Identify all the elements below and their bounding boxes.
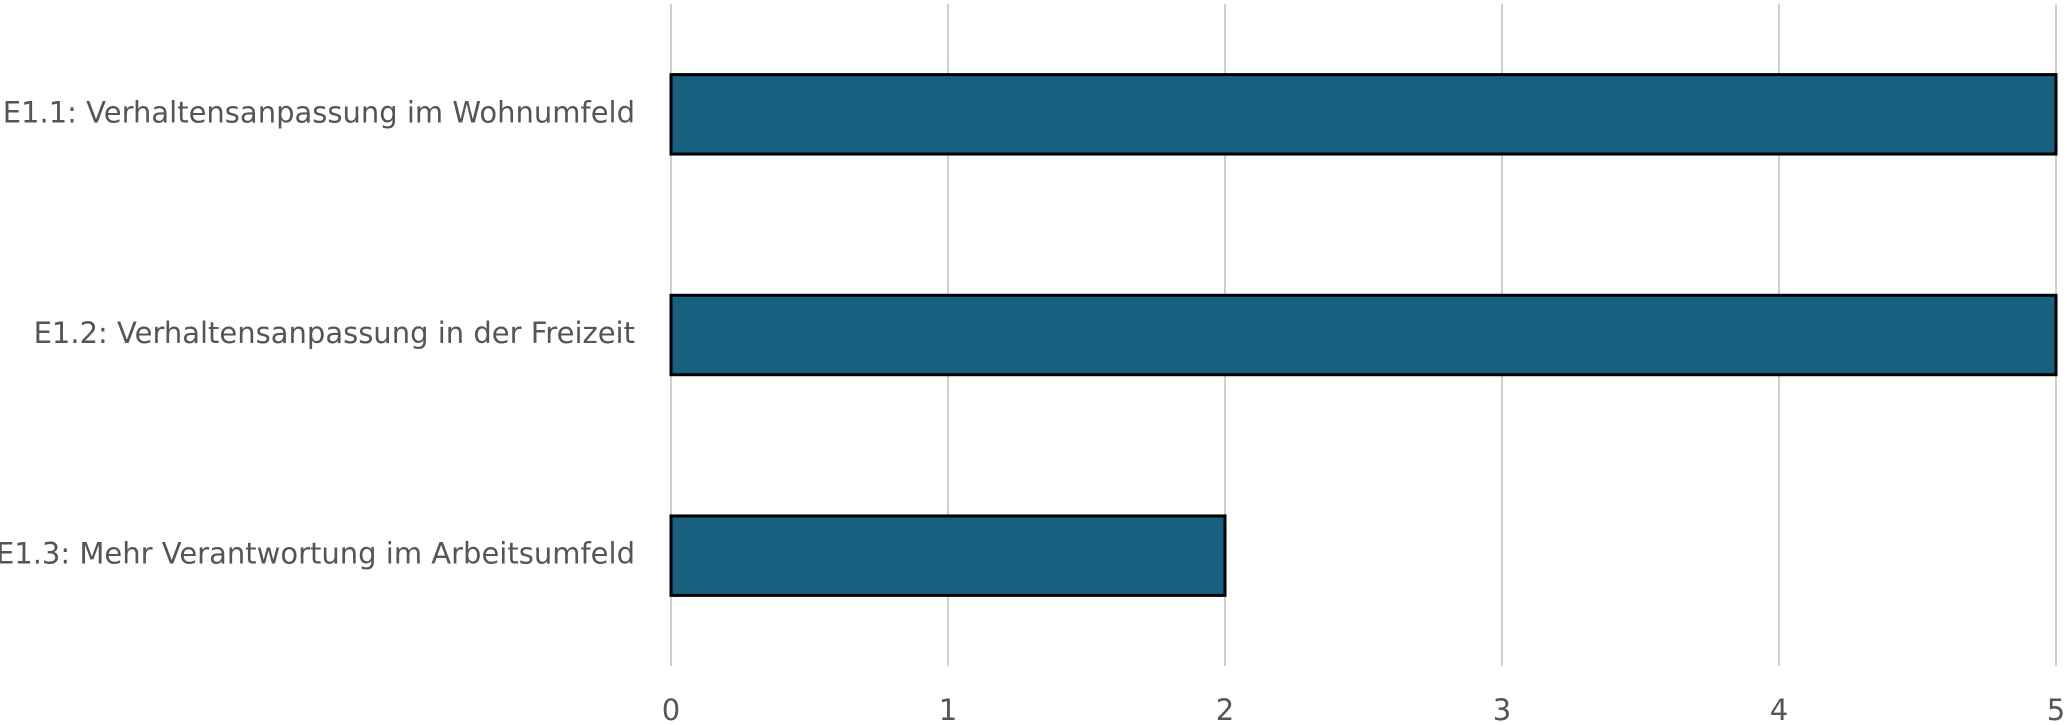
x-tick-label: 1 bbox=[939, 693, 957, 725]
x-tick-label: 5 bbox=[2047, 693, 2065, 725]
x-tick-label: 2 bbox=[1216, 693, 1234, 725]
x-tick-label: 4 bbox=[1770, 693, 1788, 725]
y-tick-label: E1.1: Verhaltensanpassung im Wohnumfeld bbox=[3, 95, 635, 129]
bar bbox=[669, 73, 2058, 156]
x-tick-label: 0 bbox=[662, 693, 680, 725]
y-tick-label: E1.2: Verhaltensanpassung in der Freizei… bbox=[34, 316, 635, 350]
x-tick-label: 3 bbox=[1493, 693, 1511, 725]
bar bbox=[669, 514, 1227, 597]
y-tick-label: E1.3: Mehr Verantwortung im Arbeitsumfel… bbox=[0, 537, 635, 571]
bar bbox=[669, 293, 2058, 377]
